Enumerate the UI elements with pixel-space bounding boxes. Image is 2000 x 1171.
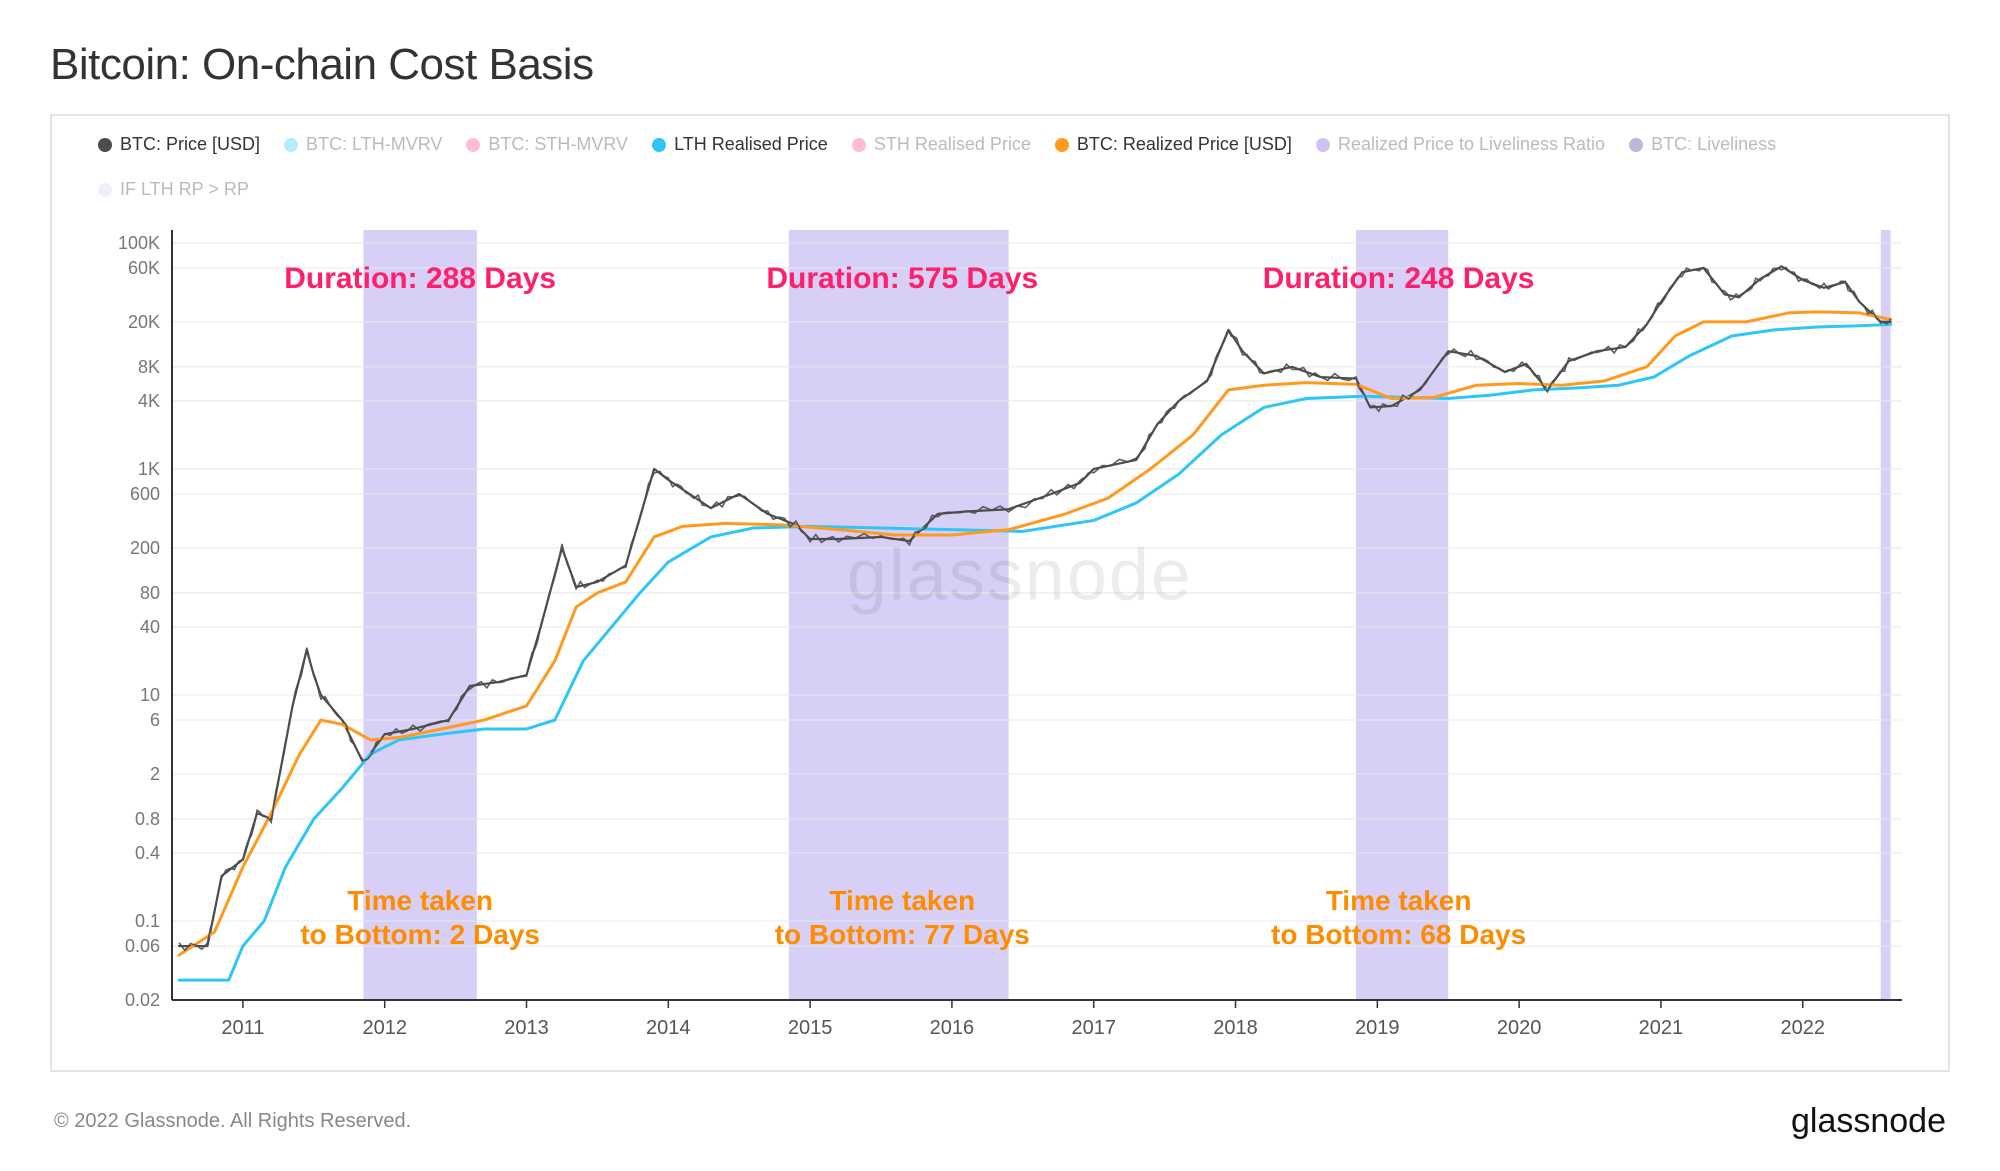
legend-item[interactable]: BTC: STH-MVRV (466, 134, 628, 155)
svg-text:2013: 2013 (504, 1017, 548, 1039)
legend-dot-icon (652, 138, 666, 152)
svg-text:4K: 4K (138, 391, 160, 411)
svg-text:Time taken: Time taken (1326, 885, 1472, 916)
legend-dot-icon (466, 138, 480, 152)
legend-item[interactable]: STH Realised Price (852, 134, 1031, 155)
svg-text:2015: 2015 (788, 1017, 833, 1039)
svg-text:2021: 2021 (1639, 1017, 1684, 1039)
copyright-text: © 2022 Glassnode. All Rights Reserved. (54, 1110, 411, 1133)
chart-title: Bitcoin: On-chain Cost Basis (50, 40, 1950, 90)
svg-text:200: 200 (130, 538, 160, 558)
svg-text:0.06: 0.06 (125, 936, 160, 956)
svg-text:2012: 2012 (362, 1017, 407, 1039)
svg-text:0.4: 0.4 (135, 843, 160, 863)
chart-plot: 0.02 0.06 0.1 0.4 0.8 2 6 10 40 80 200 600 1K 4K 8K 20K… (72, 210, 1922, 1050)
legend-dot-icon (284, 138, 298, 152)
legend-label: BTC: STH-MVRV (488, 134, 628, 155)
svg-text:6: 6 (150, 710, 160, 730)
svg-text:to Bottom: 2 Days: to Bottom: 2 Days (300, 919, 540, 950)
svg-text:Duration: 288 Days: Duration: 288 Days (284, 262, 556, 295)
svg-text:10: 10 (140, 685, 160, 705)
svg-text:100K: 100K (118, 233, 160, 253)
svg-text:40: 40 (140, 617, 160, 637)
legend-item[interactable]: BTC: Liveliness (1629, 134, 1776, 155)
legend-item[interactable]: BTC: Price [USD] (98, 134, 260, 155)
svg-text:80: 80 (140, 583, 160, 603)
svg-text:0.8: 0.8 (135, 809, 160, 829)
svg-text:2017: 2017 (1071, 1017, 1116, 1039)
svg-text:2016: 2016 (930, 1017, 975, 1039)
legend-label: BTC: Price [USD] (120, 134, 260, 155)
svg-text:1K: 1K (138, 459, 160, 479)
svg-text:8K: 8K (138, 357, 160, 377)
legend-item[interactable]: IF LTH RP > RP (98, 179, 249, 200)
svg-text:600: 600 (130, 484, 160, 504)
svg-text:Time taken: Time taken (347, 885, 493, 916)
svg-text:20K: 20K (128, 312, 160, 332)
chart-frame: BTC: Price [USD] BTC: LTH-MVRV BTC: STH-MV… (50, 114, 1950, 1072)
legend-dot-icon (852, 138, 866, 152)
svg-text:0.1: 0.1 (135, 911, 160, 931)
legend-dot-icon (98, 138, 112, 152)
svg-text:2019: 2019 (1355, 1017, 1400, 1039)
legend-dot-icon (1055, 138, 1069, 152)
legend: BTC: Price [USD] BTC: LTH-MVRV BTC: STH-MV… (72, 128, 1928, 210)
svg-text:glassnode: glassnode (847, 536, 1193, 616)
legend-item[interactable]: BTC: Realized Price [USD] (1055, 134, 1292, 155)
legend-item[interactable]: BTC: LTH-MVRV (284, 134, 442, 155)
legend-dot-icon (1316, 138, 1330, 152)
legend-label: IF LTH RP > RP (120, 179, 249, 200)
legend-label: LTH Realised Price (674, 134, 828, 155)
svg-text:0.02: 0.02 (125, 990, 160, 1010)
legend-label: STH Realised Price (874, 134, 1031, 155)
legend-label: BTC: Liveliness (1651, 134, 1776, 155)
legend-label: BTC: LTH-MVRV (306, 134, 442, 155)
glassnode-logo: glassnode (1791, 1102, 1946, 1141)
svg-text:2011: 2011 (221, 1017, 264, 1039)
svg-text:2020: 2020 (1497, 1017, 1542, 1039)
legend-label: Realized Price to Liveliness Ratio (1338, 134, 1605, 155)
svg-text:2014: 2014 (646, 1017, 691, 1039)
legend-dot-icon (98, 183, 112, 197)
svg-text:60K: 60K (128, 258, 160, 278)
svg-text:2: 2 (150, 764, 160, 784)
legend-label: BTC: Realized Price [USD] (1077, 134, 1292, 155)
legend-item[interactable]: Realized Price to Liveliness Ratio (1316, 134, 1605, 155)
svg-text:Duration: 575 Days: Duration: 575 Days (766, 262, 1038, 295)
svg-text:to Bottom: 68 Days: to Bottom: 68 Days (1271, 919, 1526, 950)
legend-item[interactable]: LTH Realised Price (652, 134, 828, 155)
svg-text:2018: 2018 (1213, 1017, 1258, 1039)
svg-text:2022: 2022 (1780, 1017, 1825, 1039)
legend-dot-icon (1629, 138, 1643, 152)
svg-text:to Bottom: 77 Days: to Bottom: 77 Days (775, 919, 1030, 950)
svg-text:Time taken: Time taken (829, 885, 975, 916)
svg-text:Duration: 248 Days: Duration: 248 Days (1263, 262, 1535, 295)
